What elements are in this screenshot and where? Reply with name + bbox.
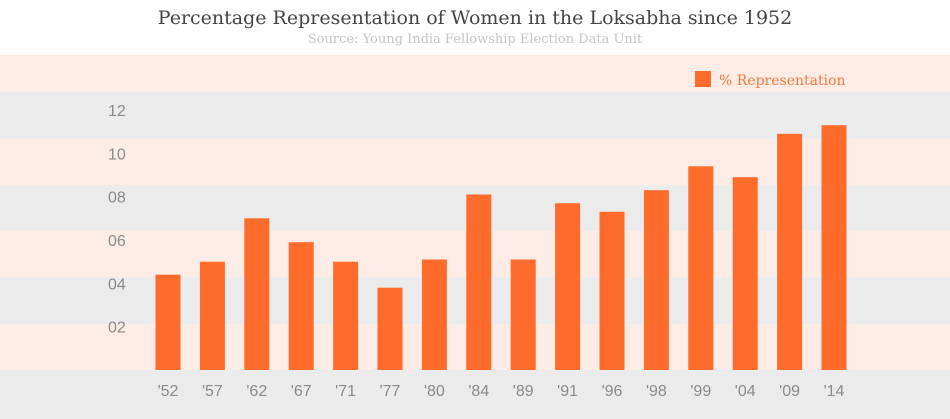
bar-04 xyxy=(732,177,758,370)
y-tick-label: 10 xyxy=(108,146,126,163)
bar-91 xyxy=(555,203,581,370)
bar-57 xyxy=(199,261,225,370)
x-tick-label: '96 xyxy=(602,383,623,400)
x-axis-ticks: '52 '57 '62 '67 '71 '77 '80 '84 '89 '91 '96 '98 '99 '… xyxy=(158,383,845,400)
y-tick-label: 08 xyxy=(108,190,126,207)
y-axis-ticks: 02 04 06 08 10 12 xyxy=(108,103,126,337)
bar-77 xyxy=(377,287,403,370)
background-band xyxy=(0,92,950,139)
x-tick-label: '09 xyxy=(779,383,800,400)
bar-62 xyxy=(244,218,270,370)
legend: % Representation xyxy=(695,71,846,89)
x-tick-label: '14 xyxy=(824,383,845,400)
bar-80 xyxy=(421,259,447,370)
bar-09 xyxy=(777,133,803,370)
bar-96 xyxy=(599,211,625,370)
background-band xyxy=(0,370,950,419)
x-tick-label: '71 xyxy=(335,383,356,400)
x-tick-label: '98 xyxy=(646,383,667,400)
bar-series xyxy=(155,125,847,370)
chart-subtitle: Source: Young India Fellowship Election … xyxy=(307,32,643,47)
bar-71 xyxy=(333,261,359,370)
y-tick-label: 02 xyxy=(108,320,126,337)
bar-52 xyxy=(155,274,181,370)
bar-89 xyxy=(510,259,536,370)
bar-84 xyxy=(466,194,492,370)
legend-swatch xyxy=(695,71,711,87)
x-tick-label: '99 xyxy=(690,383,711,400)
x-tick-label: '52 xyxy=(158,383,179,400)
x-tick-label: '84 xyxy=(468,383,489,400)
bar-67 xyxy=(288,242,314,370)
y-tick-label: 04 xyxy=(108,276,126,293)
x-tick-label: '91 xyxy=(557,383,578,400)
x-tick-label: '04 xyxy=(735,383,756,400)
y-tick-label: 12 xyxy=(108,103,126,120)
x-tick-label: '80 xyxy=(424,383,445,400)
chart-title: Percentage Representation of Women in th… xyxy=(157,7,793,29)
x-tick-label: '89 xyxy=(513,383,534,400)
x-tick-label: '77 xyxy=(380,383,401,400)
x-tick-label: '57 xyxy=(202,383,223,400)
bar-99 xyxy=(688,166,714,370)
legend-label: % Representation xyxy=(719,73,846,89)
x-tick-label: '67 xyxy=(291,383,312,400)
bar-98 xyxy=(643,190,669,370)
x-tick-label: '62 xyxy=(246,383,267,400)
y-tick-label: 06 xyxy=(108,233,126,250)
background-band xyxy=(0,139,950,185)
background-band xyxy=(0,55,950,92)
bar-14 xyxy=(821,125,847,370)
